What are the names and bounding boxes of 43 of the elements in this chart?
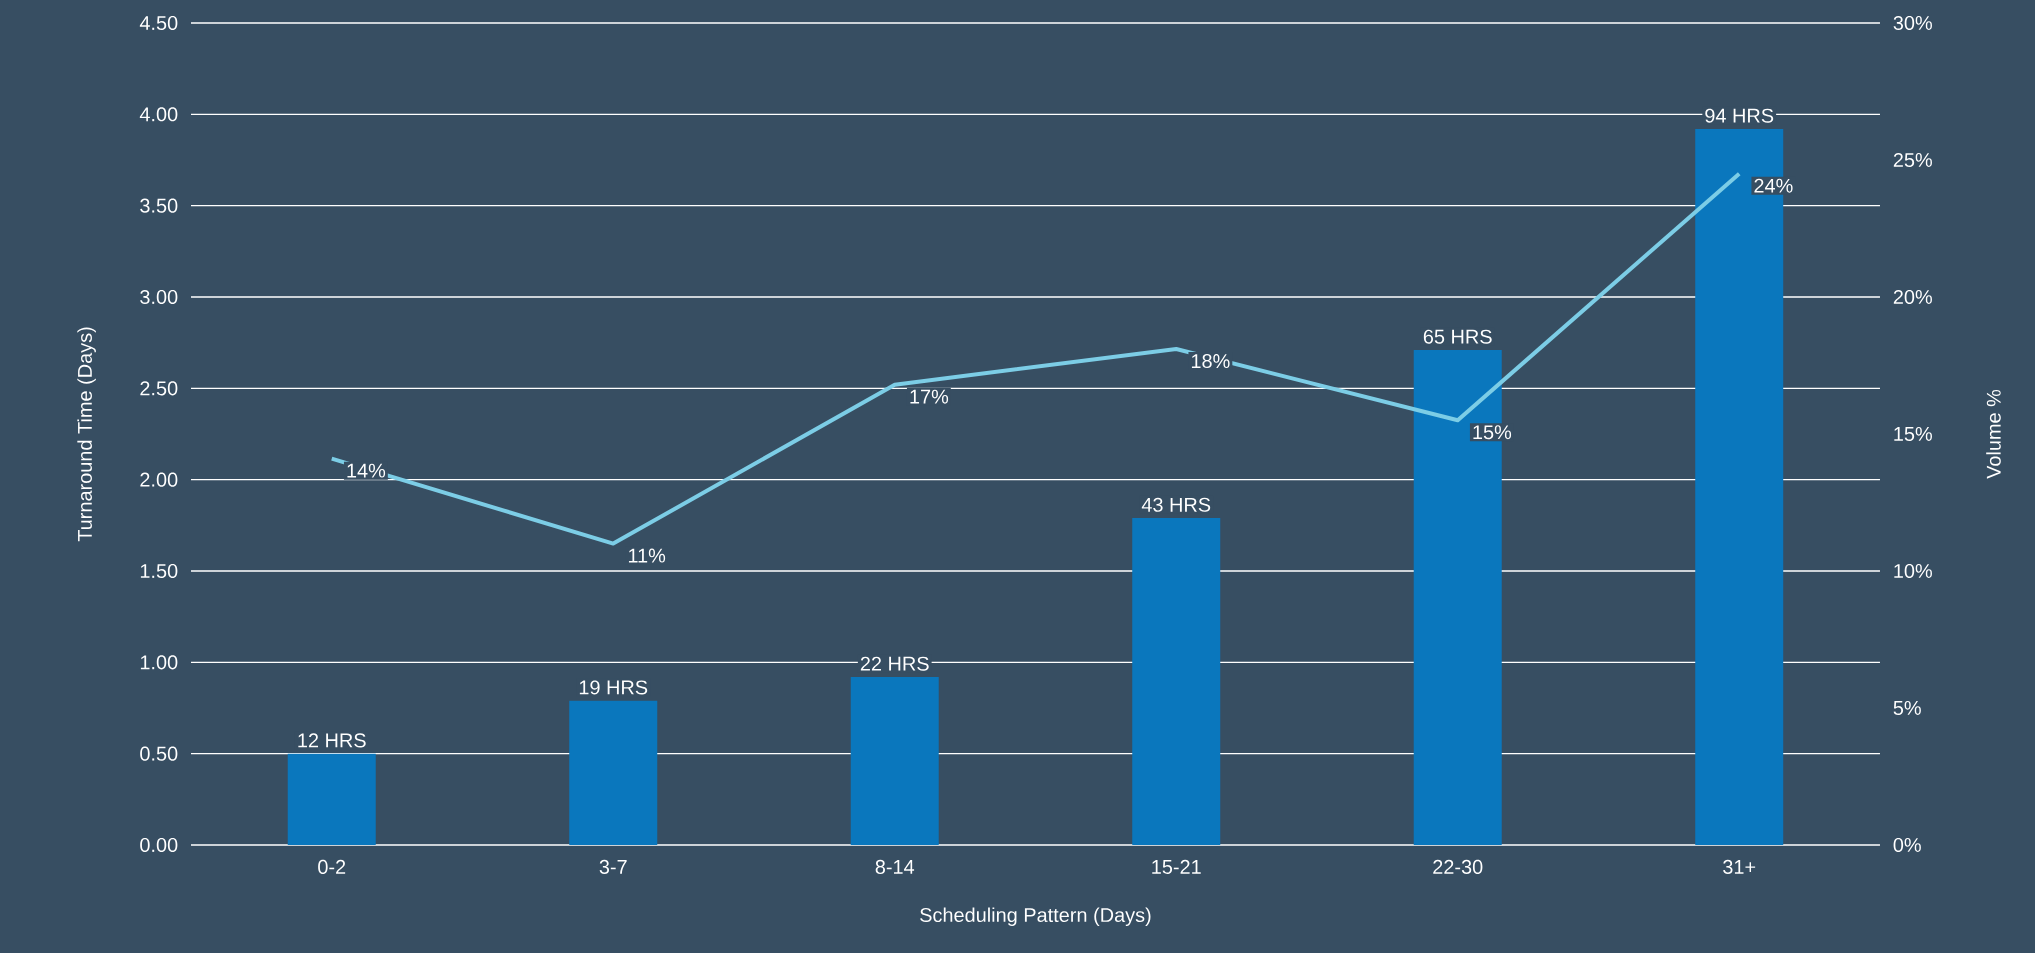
annotation: 65 HRS bbox=[1423, 329, 1492, 344]
data-label: 17% bbox=[910, 389, 949, 404]
y-tick-label: 4.50 bbox=[139, 15, 178, 31]
y-tick-label: 1.00 bbox=[140, 655, 178, 670]
data-label: 24% bbox=[1754, 178, 1793, 193]
x-tick-label: 15-21 bbox=[1152, 859, 1201, 874]
y-axis-title: Turnaround Time (Days) bbox=[77, 327, 96, 542]
y-tick-label: 0.50 bbox=[140, 746, 178, 761]
y-tick-label: 3.00 bbox=[140, 289, 178, 305]
y-tick-label: 2.00 bbox=[140, 472, 178, 487]
annotation: 94 HRS bbox=[1705, 108, 1774, 123]
x-axis-title: Scheduling Pattern (Days) bbox=[920, 907, 1151, 927]
x-tick-label: 0-2 bbox=[318, 859, 346, 874]
annotation: 19 HRS bbox=[579, 680, 648, 695]
x-tick-label: 31+ bbox=[1723, 859, 1756, 874]
data-label: 15% bbox=[1473, 425, 1512, 440]
y-tick-label: 3.50 bbox=[140, 198, 178, 213]
y2-axis-title: Volume % bbox=[1986, 389, 2001, 479]
y2-tick-label: 5% bbox=[1893, 700, 1921, 715]
y-tick-label: 4.00 bbox=[139, 107, 178, 122]
y-tick-label: 1.50 bbox=[140, 563, 178, 579]
data-label: 18% bbox=[1191, 354, 1230, 369]
bar bbox=[569, 700, 658, 845]
y2-tick-label: 10% bbox=[1894, 563, 1932, 579]
annotation: 12 HRS bbox=[298, 733, 366, 748]
y2-tick-label: 15% bbox=[1894, 426, 1932, 441]
x-tick-label: 3-7 bbox=[599, 859, 627, 874]
x-tick-label: 8-14 bbox=[875, 859, 915, 874]
data-label: 11% bbox=[628, 548, 666, 563]
bar bbox=[850, 676, 939, 845]
y2-tick-label: 0% bbox=[1893, 837, 1921, 853]
y2-tick-label: 25% bbox=[1893, 152, 1932, 168]
bar bbox=[1132, 518, 1221, 845]
data-label: 14% bbox=[347, 463, 386, 478]
y-tick-label: 2.50 bbox=[140, 381, 178, 396]
y2-tick-label: 20% bbox=[1893, 289, 1932, 305]
y-tick-label: 0.00 bbox=[140, 837, 178, 853]
x-tick-label: 22-30 bbox=[1433, 859, 1483, 874]
annotation: 22 HRS bbox=[860, 656, 929, 671]
annotation: 43 HRS bbox=[1141, 497, 1211, 512]
y2-tick-label: 30% bbox=[1893, 15, 1932, 31]
line-series bbox=[329, 171, 1742, 546]
bar bbox=[287, 753, 376, 845]
